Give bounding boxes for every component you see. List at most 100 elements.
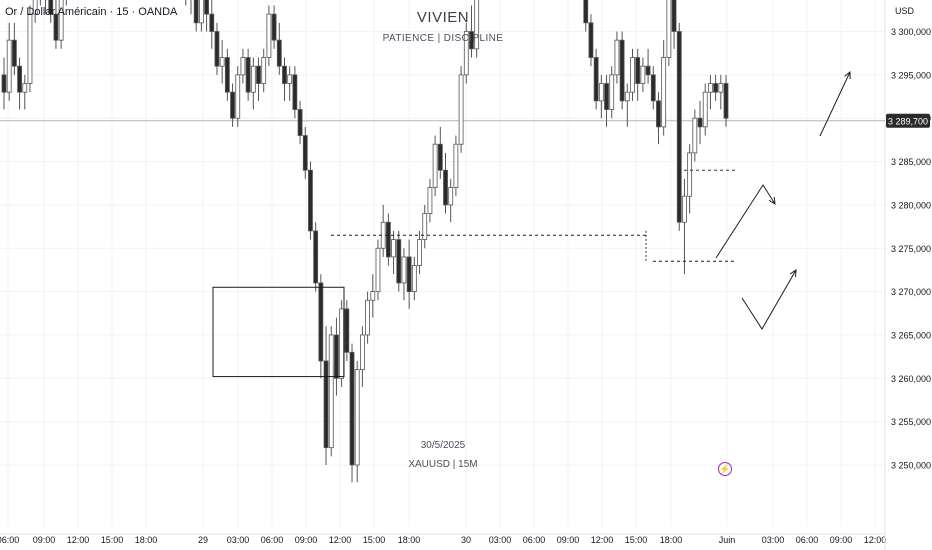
candle-body (385, 221, 391, 258)
candle-body (365, 299, 370, 336)
candle-body (22, 83, 28, 93)
candle-body (650, 74, 656, 102)
candle-body (17, 65, 22, 93)
candle-body (593, 57, 599, 102)
x-tick-label: 03:00 (762, 535, 785, 545)
projection-arrow-target (819, 71, 851, 137)
watermark-title: VIVIEN (416, 9, 470, 26)
candle-body (708, 83, 713, 93)
watermark-date: 30/5/2025 (420, 440, 466, 451)
x-tick-label: 15:00 (625, 535, 648, 545)
candle-body (401, 256, 407, 284)
candle-body (598, 83, 604, 102)
candle-body (697, 117, 703, 128)
candle-body (235, 74, 241, 119)
candle-body (313, 230, 319, 284)
candle-body (48, 0, 54, 15)
candle-body (360, 334, 365, 371)
watermark-symbol: XAUUSD | 15M (408, 459, 478, 470)
candle-body (198, 0, 204, 24)
candle-body (432, 143, 438, 188)
candle-body (27, 13, 33, 84)
x-tick-label: 15:00 (363, 535, 386, 545)
candle-body (453, 143, 459, 188)
y-tick-label: 3 300,000 (891, 27, 931, 37)
candle-body (474, 0, 480, 50)
candle-body (193, 0, 199, 24)
candle-body (344, 308, 350, 353)
candle-body (614, 39, 620, 76)
candle-body (375, 247, 381, 292)
y-tick-label: 3 285,000 (891, 157, 931, 167)
projection-arrow-up-head (768, 196, 776, 205)
x-tick-label: 09:00 (557, 535, 580, 545)
x-tick-label: 09:00 (33, 535, 56, 545)
lightning-icon[interactable]: ⚡ (718, 462, 732, 476)
candle-body (437, 143, 443, 171)
x-tick-label: 18:00 (398, 535, 421, 545)
projection-arrow-target-head (844, 70, 851, 80)
candle-body (219, 57, 225, 67)
x-tick-label: 09:00 (295, 535, 318, 545)
candle-body (687, 152, 693, 197)
candle-body (718, 83, 724, 93)
symbol-title[interactable]: Or / Dollar Américain · 15 · OANDA (5, 6, 178, 18)
demand-zone-box (212, 286, 345, 378)
candle-body (224, 57, 230, 93)
candle-body (417, 239, 422, 266)
candle-body (702, 91, 708, 128)
candle-body (276, 39, 282, 67)
candle-body (354, 369, 360, 466)
candle-body (370, 291, 376, 301)
candle-body (204, 0, 209, 15)
candle-body (640, 65, 646, 84)
candle-body (328, 334, 334, 449)
candle-body (469, 31, 474, 50)
y-tick-label: 3 295,000 (891, 70, 931, 80)
candle-body (676, 31, 682, 223)
candle-body (422, 213, 428, 240)
candle-body (266, 13, 272, 58)
x-tick-label: 12:00 (864, 535, 887, 545)
x-tick-label: 06:00 (523, 535, 546, 545)
candle-body (297, 109, 303, 136)
candle-body (349, 351, 355, 466)
y-tick-label: 3 275,000 (891, 244, 931, 254)
candle-body (448, 187, 454, 206)
candle-body (308, 169, 313, 232)
x-tick-label: 12:00 (329, 535, 352, 545)
candle-body (619, 39, 625, 102)
x-tick-label: 15:00 (101, 535, 124, 545)
candle-body (318, 282, 324, 362)
y-tick-label: 3 260,000 (891, 374, 931, 384)
candle-body (406, 256, 412, 293)
x-tick-label: 06:00 (0, 535, 19, 545)
candle-body (391, 239, 396, 258)
x-tick-label: 29 (198, 535, 208, 545)
candle-body (58, 0, 64, 41)
candle-body (609, 74, 615, 110)
candle-body (53, 13, 59, 41)
x-tick-label: 12:00 (591, 535, 614, 545)
candle-body (671, 0, 677, 32)
candle-body (323, 360, 329, 449)
candle-body (230, 91, 235, 119)
candle-body (723, 83, 729, 119)
candle-body (282, 65, 287, 84)
candle-body (583, 0, 589, 24)
x-tick-label: 03:00 (227, 535, 250, 545)
candle-body (588, 22, 594, 58)
candle-body (11, 39, 17, 67)
candle-body (334, 334, 339, 379)
candle-body (624, 91, 630, 102)
candle-body (661, 57, 667, 128)
candle-body (240, 57, 246, 76)
candle-body (458, 74, 464, 145)
watermark-subtitle: PATIENCE | DISCIPLINE (382, 33, 504, 44)
candle-body (692, 117, 698, 154)
currency-label[interactable]: USD (895, 6, 915, 16)
projection-arrow-dip (741, 269, 797, 330)
candle-body (245, 57, 251, 93)
candle-body (713, 83, 719, 93)
